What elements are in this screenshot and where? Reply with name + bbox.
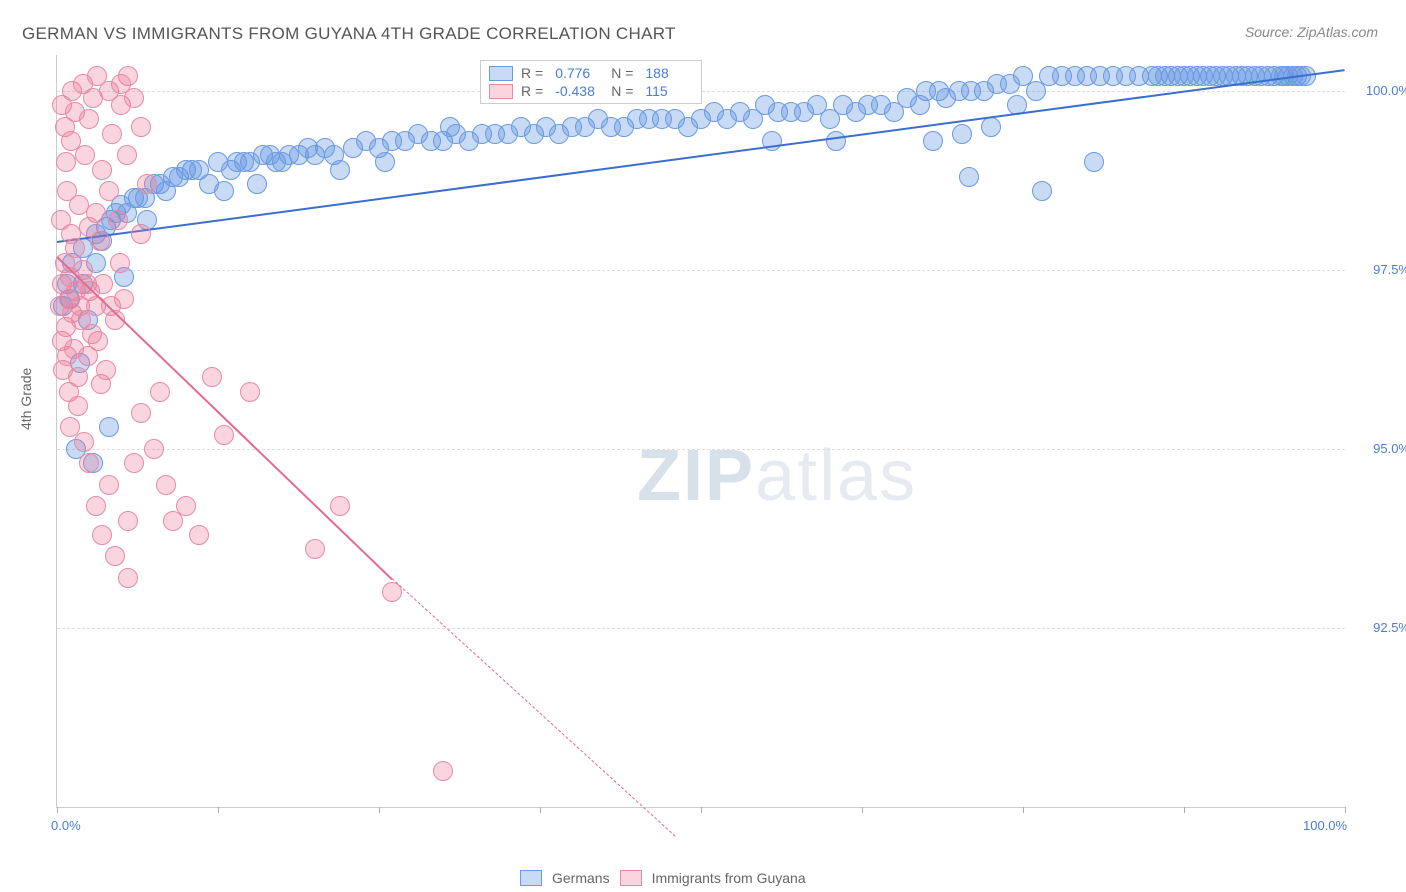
scatter-point-guyana bbox=[124, 453, 144, 473]
x-tick bbox=[1184, 807, 1185, 813]
correlation-stats-legend: R = 0.776 N = 188 R = -0.438 N = 115 bbox=[480, 60, 702, 104]
grid-line bbox=[57, 270, 1345, 271]
swatch-germans bbox=[489, 66, 513, 81]
x-tick bbox=[862, 807, 863, 813]
watermark: ZIPatlas bbox=[637, 435, 917, 517]
scatter-point-germans bbox=[1032, 181, 1052, 201]
scatter-point-guyana bbox=[86, 203, 106, 223]
scatter-point-guyana bbox=[114, 289, 134, 309]
scatter-point-guyana bbox=[68, 396, 88, 416]
y-tick-label: 97.5% bbox=[1355, 262, 1406, 277]
scatter-point-guyana bbox=[156, 475, 176, 495]
x-tick bbox=[1023, 807, 1024, 813]
x-tick bbox=[1345, 807, 1346, 813]
grid-line bbox=[57, 449, 1345, 450]
x-tick bbox=[218, 807, 219, 813]
scatter-point-guyana bbox=[176, 496, 196, 516]
scatter-point-germans bbox=[375, 152, 395, 172]
scatter-point-guyana bbox=[117, 145, 137, 165]
n-label-germans: N = bbox=[611, 65, 633, 81]
r-value-guyana: -0.438 bbox=[555, 83, 603, 99]
scatter-point-guyana bbox=[150, 382, 170, 402]
scatter-point-guyana bbox=[79, 453, 99, 473]
grid-line bbox=[57, 628, 1345, 629]
scatter-point-guyana bbox=[144, 439, 164, 459]
scatter-point-guyana bbox=[88, 331, 108, 351]
legend-swatch-germans bbox=[520, 870, 542, 886]
scatter-point-guyana bbox=[68, 367, 88, 387]
scatter-point-guyana bbox=[65, 238, 85, 258]
scatter-point-guyana bbox=[102, 124, 122, 144]
scatter-point-guyana bbox=[56, 152, 76, 172]
chart-title: GERMAN VS IMMIGRANTS FROM GUYANA 4TH GRA… bbox=[22, 24, 676, 44]
scatter-point-guyana bbox=[79, 109, 99, 129]
y-tick-label: 92.5% bbox=[1355, 620, 1406, 635]
scatter-point-germans bbox=[981, 117, 1001, 137]
scatter-point-germans bbox=[959, 167, 979, 187]
y-tick-label: 100.0% bbox=[1355, 83, 1406, 98]
x-tick-label: 0.0% bbox=[51, 818, 81, 833]
x-tick bbox=[540, 807, 541, 813]
scatter-point-guyana bbox=[99, 475, 119, 495]
scatter-point-guyana bbox=[99, 181, 119, 201]
scatter-point-guyana bbox=[74, 432, 94, 452]
x-tick bbox=[701, 807, 702, 813]
scatter-point-guyana bbox=[96, 360, 116, 380]
scatter-point-germans bbox=[330, 160, 350, 180]
scatter-point-guyana bbox=[86, 496, 106, 516]
scatter-point-guyana bbox=[433, 761, 453, 781]
legend-swatch-guyana bbox=[620, 870, 642, 886]
scatter-point-guyana bbox=[90, 231, 110, 251]
scatter-point-guyana bbox=[118, 511, 138, 531]
scatter-point-guyana bbox=[137, 174, 157, 194]
scatter-point-guyana bbox=[305, 539, 325, 559]
y-tick-label: 95.0% bbox=[1355, 441, 1406, 456]
r-label-germans: R = bbox=[521, 65, 543, 81]
stats-row-guyana: R = -0.438 N = 115 bbox=[489, 83, 693, 99]
scatter-point-guyana bbox=[124, 88, 144, 108]
scatter-point-guyana bbox=[330, 496, 350, 516]
scatter-point-guyana bbox=[202, 367, 222, 387]
scatter-point-germans bbox=[214, 181, 234, 201]
scatter-point-guyana bbox=[92, 525, 112, 545]
swatch-guyana bbox=[489, 84, 513, 99]
scatter-point-guyana bbox=[189, 525, 209, 545]
scatter-point-guyana bbox=[214, 425, 234, 445]
x-tick bbox=[57, 807, 58, 813]
n-value-germans: 188 bbox=[645, 65, 693, 81]
scatter-point-germans bbox=[1084, 152, 1104, 172]
n-label-guyana: N = bbox=[611, 83, 633, 99]
y-axis-label: 4th Grade bbox=[18, 368, 34, 430]
scatter-point-guyana bbox=[92, 160, 112, 180]
source-attribution: Source: ZipAtlas.com bbox=[1245, 24, 1378, 40]
legend-label-guyana: Immigrants from Guyana bbox=[652, 870, 806, 886]
scatter-point-guyana bbox=[131, 224, 151, 244]
scatter-point-guyana bbox=[131, 403, 151, 423]
scatter-point-germans bbox=[952, 124, 972, 144]
scatter-point-germans bbox=[826, 131, 846, 151]
scatter-point-germans bbox=[923, 131, 943, 151]
scatter-point-germans bbox=[99, 417, 119, 437]
scatter-point-guyana bbox=[93, 274, 113, 294]
scatter-point-guyana bbox=[110, 253, 130, 273]
trend-line-guyana bbox=[392, 578, 676, 837]
legend-label-germans: Germans bbox=[552, 870, 610, 886]
x-tick-label: 100.0% bbox=[1303, 818, 1347, 833]
scatter-point-guyana bbox=[75, 145, 95, 165]
scatter-point-guyana bbox=[131, 117, 151, 137]
stats-row-germans: R = 0.776 N = 188 bbox=[489, 65, 693, 81]
scatter-point-guyana bbox=[118, 568, 138, 588]
scatter-point-germans bbox=[247, 174, 267, 194]
scatter-point-guyana bbox=[240, 382, 260, 402]
r-label-guyana: R = bbox=[521, 83, 543, 99]
plot-area: ZIPatlas 92.5%95.0%97.5%100.0%0.0%100.0% bbox=[56, 55, 1345, 808]
scatter-point-guyana bbox=[108, 210, 128, 230]
n-value-guyana: 115 bbox=[645, 83, 693, 99]
series-legend: Germans Immigrants from Guyana bbox=[520, 870, 806, 886]
r-value-germans: 0.776 bbox=[555, 65, 603, 81]
x-tick bbox=[379, 807, 380, 813]
scatter-point-guyana bbox=[105, 546, 125, 566]
